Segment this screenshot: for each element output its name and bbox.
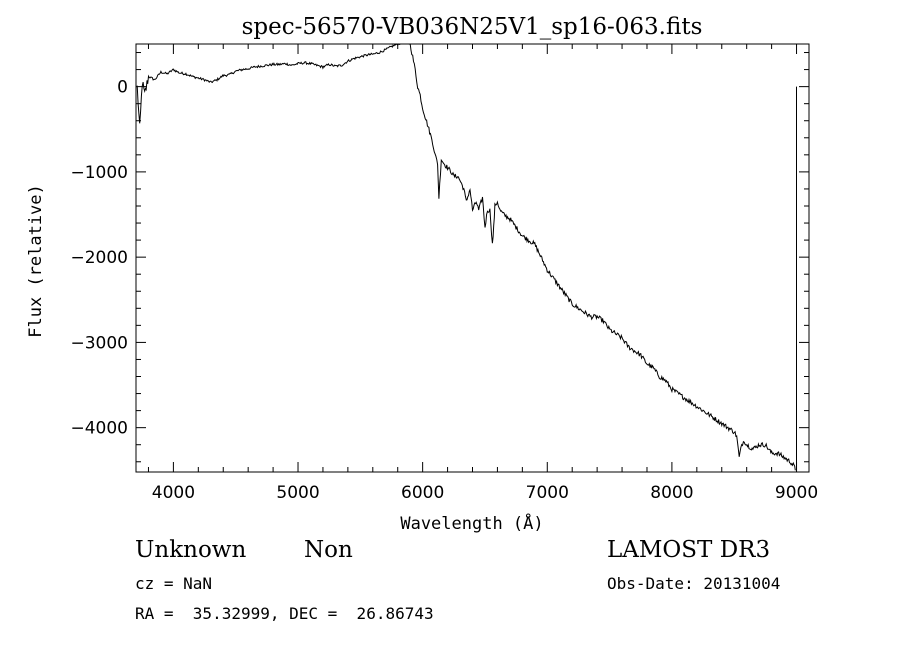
y-tick-label: −4000 [70,419,128,439]
spectrum-line [136,43,797,471]
x-tick-label: 6000 [401,483,444,503]
x-tick-label: 7000 [526,483,569,503]
coordinates: RA = 35.32999, DEC = 26.86743 [135,604,434,623]
obs-date: Obs-Date: 20131004 [607,574,781,593]
chart-title: spec-56570-VB036N25V1_sp16-063.fits [242,14,703,40]
x-tick-label: 5000 [276,483,319,503]
x-tick-label: 9000 [775,483,818,503]
redshift-value: cz = NaN [135,574,213,593]
x-tick-label: 8000 [650,483,693,503]
y-tick-label: 0 [117,78,128,98]
axis-ticks: 4000 5000 6000 7000 8000 9000 0 −1000 −2000 −3000… [70,44,818,503]
plot-axes [135,43,810,473]
y-axis-label: Flux (relative) [26,184,46,338]
x-tick-label: 4000 [152,483,195,503]
y-tick-label: −3000 [70,333,128,353]
plot-frame [135,43,810,473]
survey-name: LAMOST DR3 [607,537,771,563]
y-tick-label: −1000 [70,163,128,183]
x-axis-label: Wavelength (Å) [400,512,543,534]
object-class: Unknown [135,537,247,563]
y-tick-label: −2000 [70,248,128,268]
object-subclass: Non [304,537,353,563]
